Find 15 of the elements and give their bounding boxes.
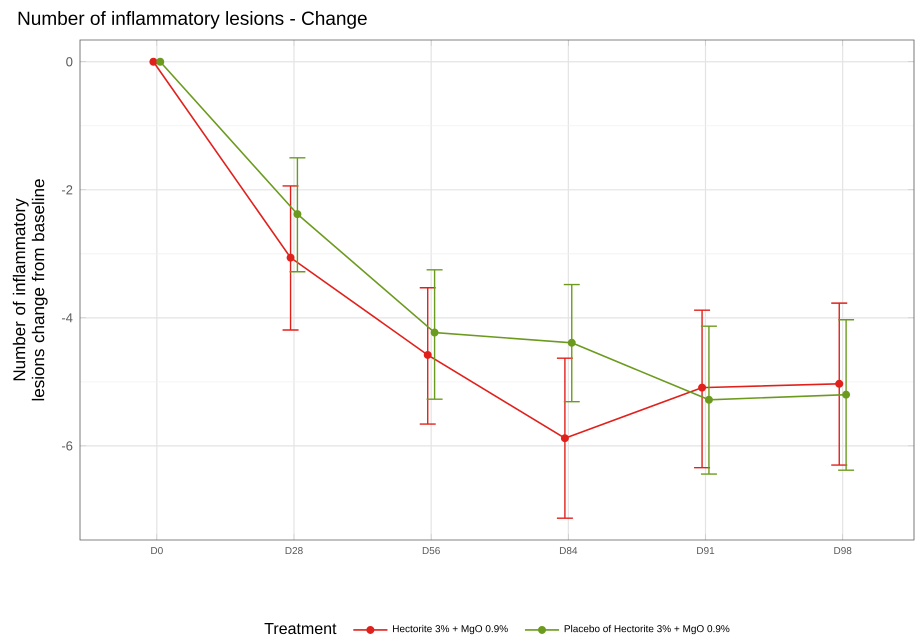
legend-label: Placebo of Hectorite 3% + MgO 0.9%	[564, 624, 730, 634]
x-tick-label: D56	[422, 547, 440, 554]
legend-title: Treatment	[264, 622, 336, 634]
y-axis-title: Number of inflammatory lesions change from baseline	[12, 179, 48, 400]
x-tick-label: D91	[697, 547, 714, 554]
y-tick-label: -6	[62, 441, 72, 450]
y-tick-label: 0	[66, 57, 72, 66]
legend-label: Hectorite 3% + MgO 0.9%	[393, 624, 508, 634]
chart-title: Number of inflammatory lesions - Change	[18, 11, 367, 29]
y-tick-label: -4	[62, 313, 73, 322]
y-tick-label: -2	[62, 185, 72, 194]
x-tick-label: D28	[286, 547, 303, 554]
x-tick-label: D0	[151, 547, 163, 554]
x-tick-label: D98	[834, 547, 852, 554]
x-tick-label: D84	[560, 547, 578, 554]
